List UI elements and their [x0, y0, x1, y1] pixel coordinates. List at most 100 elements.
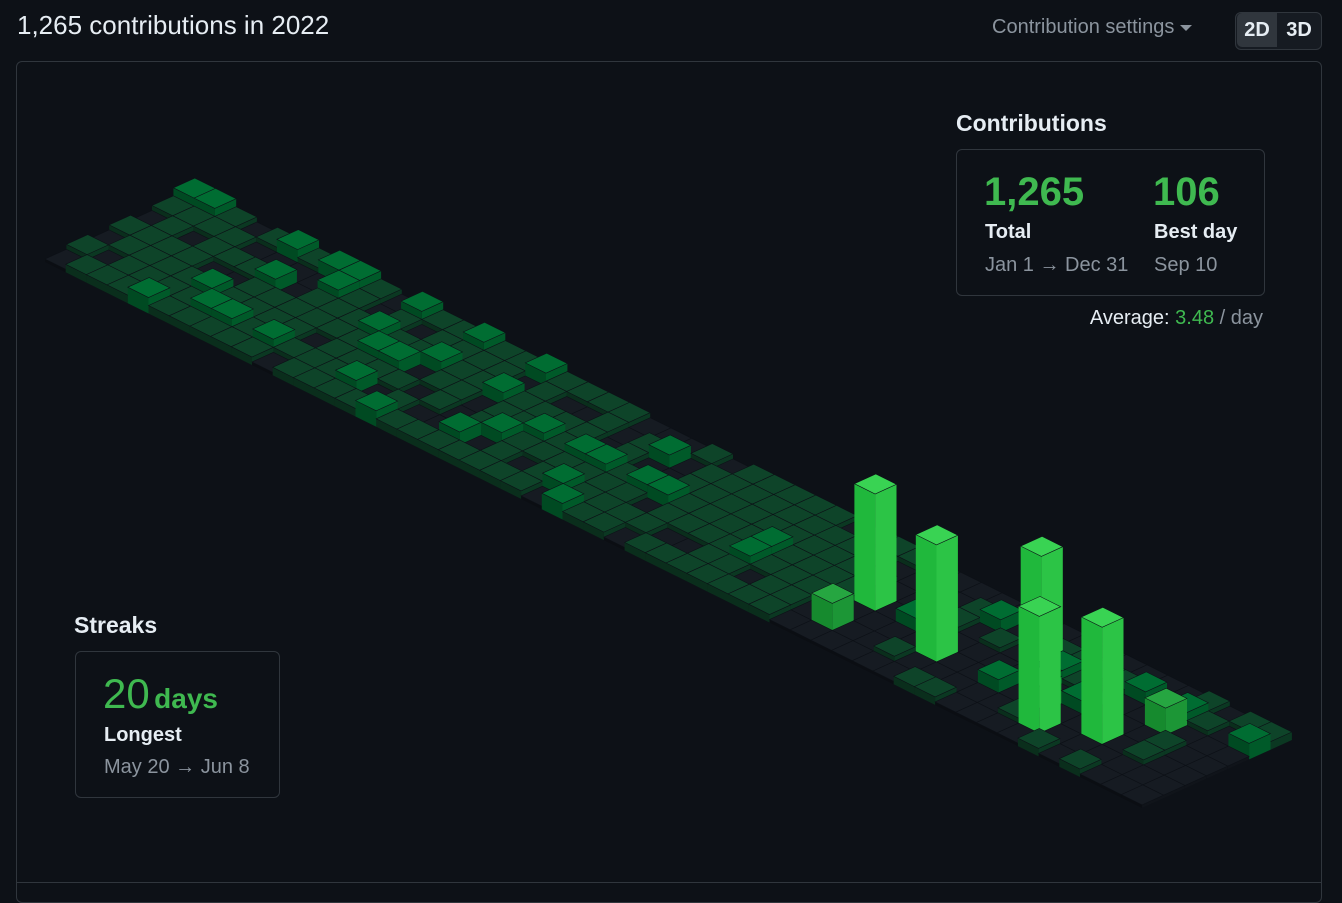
total-label: Total	[985, 221, 1032, 243]
cube-right	[356, 370, 378, 397]
longest-range: May 20 → Jun 8	[104, 756, 250, 778]
cube-top	[541, 463, 586, 484]
cube-top	[1017, 596, 1062, 617]
cube-left	[603, 537, 625, 551]
cube-left	[915, 534, 937, 665]
cube-left	[1124, 681, 1146, 708]
cube-left	[648, 444, 670, 471]
cube-right	[1184, 775, 1207, 789]
cube-left	[1038, 753, 1060, 767]
cube-left	[252, 362, 273, 376]
cube-top	[481, 372, 526, 393]
cube-left	[521, 495, 542, 510]
cube-left	[893, 676, 915, 695]
cube-right	[1039, 606, 1061, 737]
best-day-value: 106	[1153, 170, 1220, 214]
cube-top	[1020, 536, 1064, 557]
cube-top	[584, 443, 629, 465]
cube-left	[210, 336, 232, 355]
cube-left	[1059, 758, 1080, 777]
cube-left	[997, 732, 1018, 747]
cube-left	[854, 483, 876, 614]
cube-top	[913, 676, 958, 698]
cube-left	[1081, 617, 1103, 748]
cube-top	[1124, 671, 1168, 693]
cube-left	[272, 367, 294, 386]
cube-left	[65, 264, 87, 283]
total-value: 1,265	[984, 170, 1085, 214]
cube-left	[1061, 690, 1083, 717]
cube-left	[438, 449, 459, 468]
cube-left	[1100, 784, 1122, 798]
cube-left	[1228, 733, 1250, 760]
cube-top	[1144, 687, 1188, 709]
cube-left	[624, 542, 646, 561]
cube-left	[45, 259, 66, 273]
cube-left	[748, 604, 770, 623]
cube-left	[583, 521, 604, 541]
cube-top	[853, 473, 898, 495]
cube-top	[419, 341, 464, 363]
total-range: Jan 1 → Dec 31	[985, 254, 1129, 276]
cube-top	[522, 412, 566, 434]
cube-right	[875, 484, 897, 614]
average-unit: / day	[1219, 307, 1263, 329]
cube-right	[1206, 766, 1228, 779]
toggle-2d[interactable]: 2D	[1237, 13, 1277, 47]
cube-top	[462, 321, 506, 343]
cube-top	[357, 310, 402, 332]
cube-top	[254, 258, 298, 280]
cube-top	[541, 483, 585, 504]
cube-left	[107, 284, 128, 304]
cube-left	[376, 418, 397, 438]
cube-right	[1142, 795, 1164, 808]
contributions-box	[956, 149, 1265, 296]
cube-top	[193, 188, 237, 209]
cube-right	[1000, 610, 1023, 636]
cube-top	[210, 298, 255, 320]
cube-top	[728, 535, 773, 557]
settings-label: Contribution settings	[992, 16, 1175, 38]
longest-value: 20	[103, 670, 150, 717]
cube-left	[831, 650, 853, 664]
cube-left	[914, 686, 936, 705]
cube-left	[482, 382, 504, 409]
cube-right	[1249, 733, 1271, 760]
cube-left	[810, 640, 832, 654]
best-day-label: Best day	[1154, 221, 1238, 243]
toggle-3d[interactable]: 3D	[1286, 19, 1312, 41]
cube-left	[148, 305, 170, 324]
cube-top	[354, 390, 399, 412]
cube-left	[420, 351, 442, 378]
divider	[17, 882, 1321, 883]
cube-left	[976, 722, 998, 736]
cube-left	[481, 422, 502, 449]
cube-left	[86, 274, 108, 293]
cube-left	[769, 619, 791, 633]
cube-top	[1058, 748, 1103, 770]
settings-button[interactable]: Contribution settings	[992, 16, 1192, 39]
cube-right	[669, 445, 691, 471]
cube-left	[1121, 794, 1143, 808]
cube-left	[500, 480, 522, 499]
cube-top	[276, 229, 320, 250]
cube-right	[399, 351, 421, 378]
cube-left	[396, 429, 418, 448]
longest-value-row: 20 days	[103, 670, 218, 718]
cube-top	[1227, 723, 1272, 744]
caret	[1179, 24, 1192, 31]
cube-top	[1017, 728, 1061, 749]
cube-left	[231, 346, 252, 365]
cube-top	[1122, 739, 1166, 761]
cube-top	[748, 594, 792, 615]
cube-left	[686, 573, 708, 592]
cube-top	[524, 352, 569, 374]
cube-left	[541, 493, 563, 520]
cube-left	[707, 583, 729, 602]
cube-top	[400, 291, 444, 312]
average: Average: 3.48 / day	[1090, 307, 1263, 330]
cube-left	[459, 460, 480, 479]
cube-top	[1080, 606, 1125, 628]
cube-right	[998, 670, 1020, 696]
